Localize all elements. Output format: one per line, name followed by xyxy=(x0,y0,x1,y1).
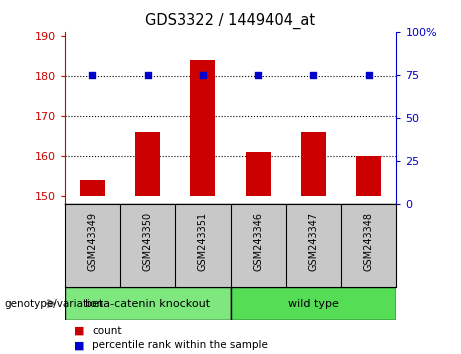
Text: percentile rank within the sample: percentile rank within the sample xyxy=(92,340,268,350)
Point xyxy=(199,72,207,78)
Text: GSM243347: GSM243347 xyxy=(308,212,319,271)
Point xyxy=(365,72,372,78)
Text: wild type: wild type xyxy=(288,298,339,309)
Text: GDS3322 / 1449404_at: GDS3322 / 1449404_at xyxy=(145,12,316,29)
Text: genotype/variation: genotype/variation xyxy=(5,298,104,309)
Bar xyxy=(135,132,160,195)
Point xyxy=(254,72,262,78)
Bar xyxy=(190,60,215,195)
Bar xyxy=(80,179,105,195)
Point xyxy=(144,72,151,78)
Text: GSM243351: GSM243351 xyxy=(198,212,208,271)
Text: GSM243350: GSM243350 xyxy=(142,212,153,271)
Bar xyxy=(246,152,271,195)
Point xyxy=(89,72,96,78)
Bar xyxy=(356,156,381,195)
Text: GSM243349: GSM243349 xyxy=(87,212,97,271)
Text: ■: ■ xyxy=(74,326,84,336)
Text: beta-catenin knockout: beta-catenin knockout xyxy=(85,298,210,309)
Text: count: count xyxy=(92,326,122,336)
Text: GSM243348: GSM243348 xyxy=(364,212,374,271)
Bar xyxy=(230,287,396,320)
Bar xyxy=(301,132,326,195)
Bar xyxy=(65,287,230,320)
Text: GSM243346: GSM243346 xyxy=(253,212,263,271)
Text: ■: ■ xyxy=(74,340,84,350)
Point xyxy=(310,72,317,78)
